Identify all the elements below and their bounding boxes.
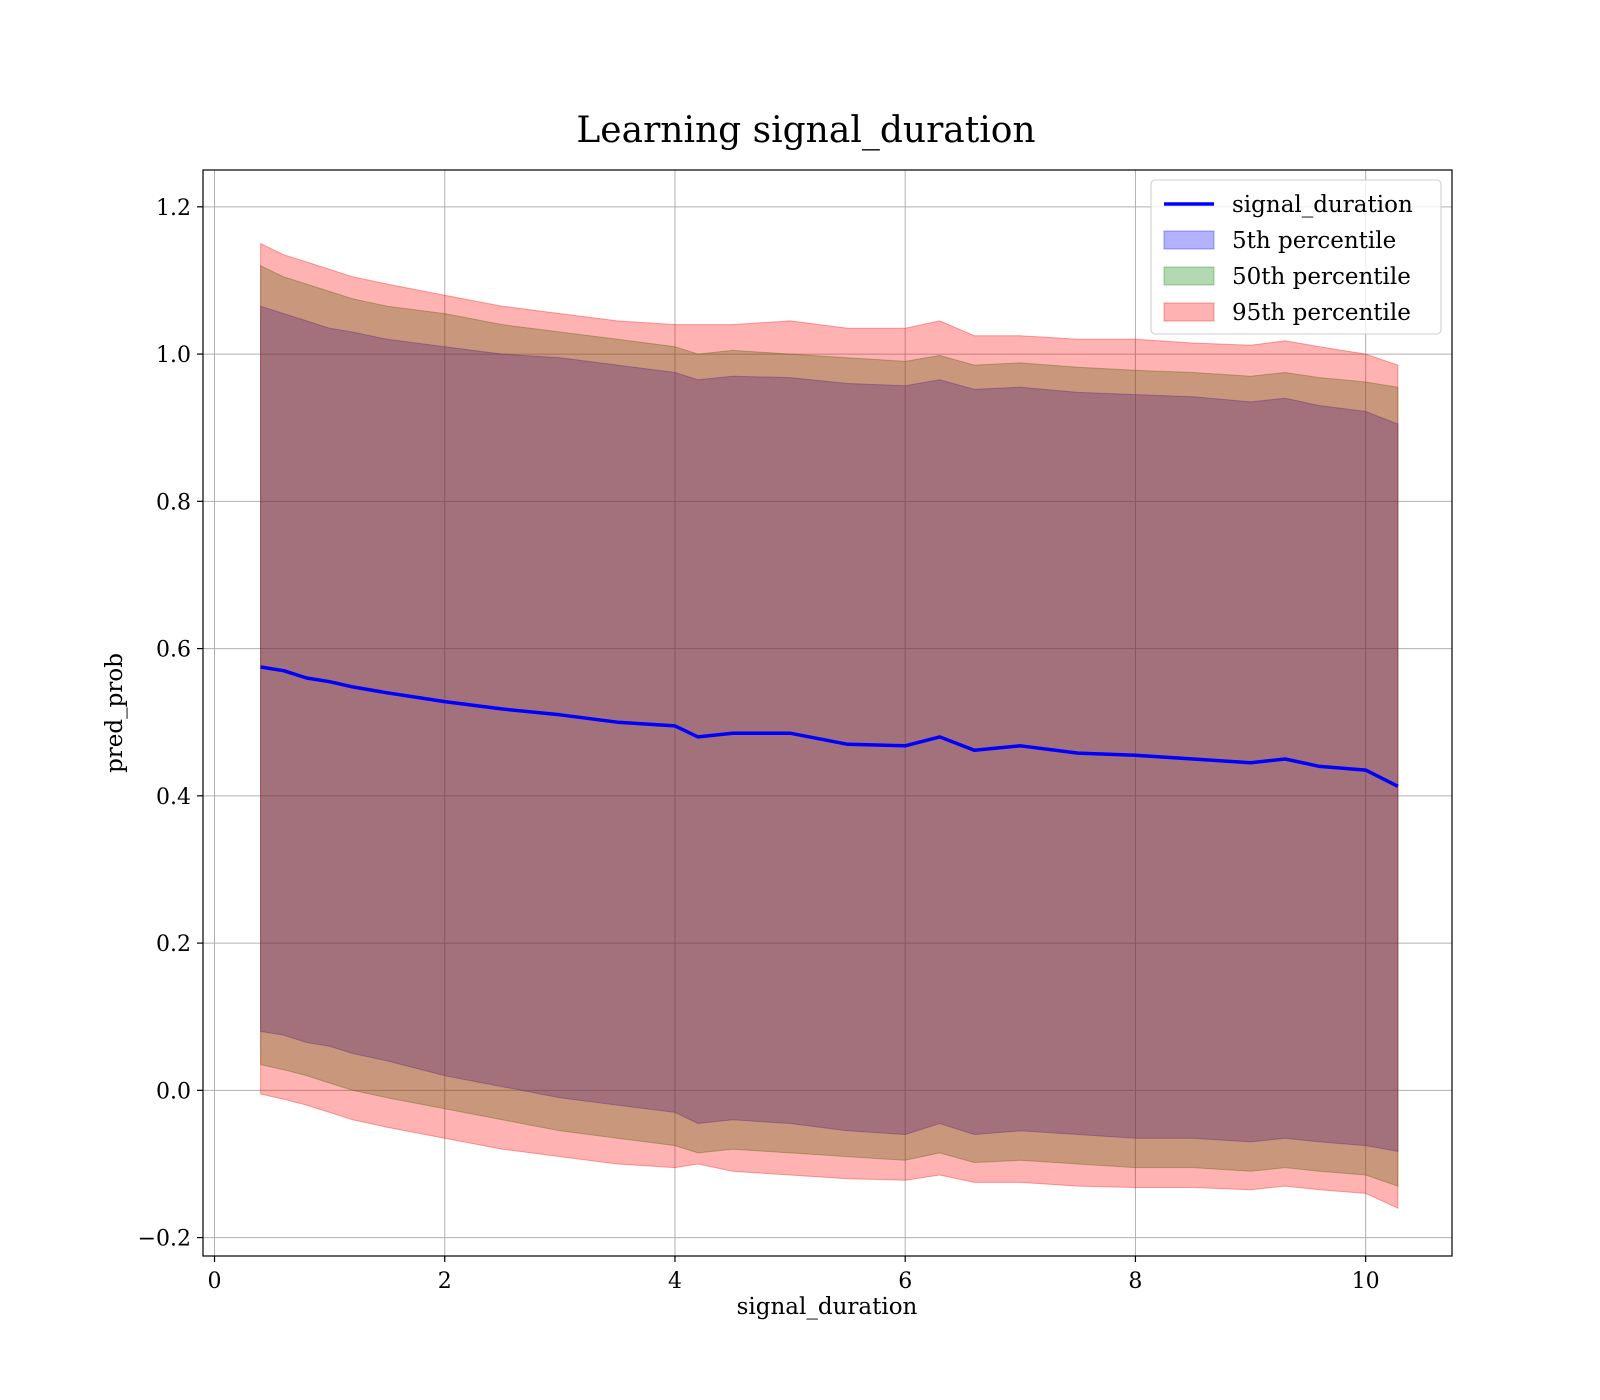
y-tick-label: 0.8 [156, 490, 191, 515]
band-95th-percentile [260, 242, 1399, 1209]
legend-swatch-band [1163, 230, 1215, 250]
legend-label: 95th percentile [1232, 300, 1411, 326]
y-axis-label: pred_prob [102, 653, 128, 773]
x-axis: 0 2 4 6 8 10 [208, 1256, 1380, 1294]
y-axis: −0.2 0.0 0.2 0.4 0.6 0.8 1.0 1.2 [138, 196, 203, 1252]
chart-title: Learning signal_duration [576, 110, 1035, 151]
x-tick-label: 4 [668, 1269, 682, 1294]
grid [203, 170, 1452, 1256]
y-tick-label: 0.0 [156, 1079, 191, 1104]
x-tick-label: 6 [898, 1269, 912, 1294]
legend-label: 50th percentile [1232, 264, 1411, 290]
legend-swatch-band [1163, 266, 1215, 286]
y-tick-label: 1.0 [156, 343, 191, 368]
y-tick-label: 0.2 [156, 932, 191, 957]
x-tick-label: 0 [208, 1269, 222, 1294]
y-tick-label: −0.2 [138, 1227, 191, 1252]
legend-label: signal_duration [1232, 192, 1413, 218]
x-tick-label: 8 [1128, 1269, 1142, 1294]
plot-frame [202, 169, 1453, 1257]
legend-swatch-band [1163, 302, 1215, 322]
y-tick-label: 1.2 [156, 196, 191, 221]
y-tick-label: 0.4 [156, 785, 191, 810]
band-5th-percentile [260, 305, 1399, 1152]
legend: signal_duration 5th percentile 50th percen… [1150, 179, 1442, 335]
x-tick-label: 10 [1352, 1269, 1380, 1294]
band-50th-percentile [260, 264, 1399, 1187]
x-tick-label: 2 [438, 1269, 452, 1294]
plot-area [260, 242, 1399, 1209]
series-line-signal-duration [260, 665, 1399, 788]
x-axis-label: signal_duration [737, 1294, 918, 1320]
legend-box [1150, 179, 1442, 335]
y-tick-label: 0.6 [156, 638, 191, 663]
legend-label: 5th percentile [1232, 228, 1396, 254]
